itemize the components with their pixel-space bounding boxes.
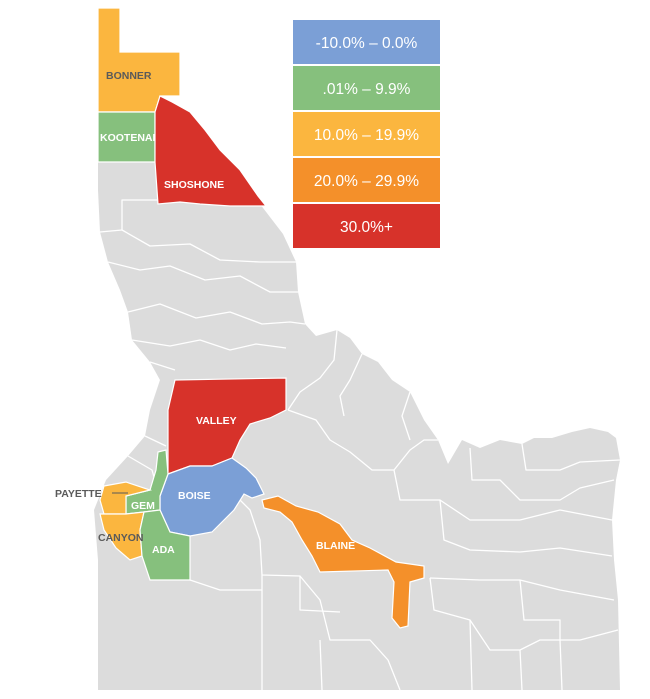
- legend-swatch-4: [293, 204, 440, 248]
- legend-label-2: 10.0% – 19.9%: [314, 127, 419, 144]
- legend-swatch-0: [293, 20, 440, 64]
- legend-label-1: .01% – 9.9%: [323, 81, 411, 98]
- county-label-boise: BOISE: [178, 490, 211, 502]
- county-shoshone[interactable]: [154, 95, 268, 207]
- county-labels: BONNER KOOTENAI SHOSHONE VALLEY BOISE GE…: [55, 70, 355, 556]
- county-blaine[interactable]: [261, 495, 425, 629]
- county-label-shoshone: SHOSHONE: [164, 179, 224, 191]
- legend-label-0: -10.0% – 0.0%: [316, 35, 418, 52]
- county-label-blaine: BLAINE: [316, 540, 355, 552]
- county-payette[interactable]: [99, 481, 153, 515]
- highlighted-counties: [97, 7, 425, 629]
- county-label-kootenai: KOOTENAI: [100, 132, 156, 144]
- legend: -10.0% – 0.0% .01% – 9.9% 10.0% – 19.9% …: [291, 18, 442, 250]
- county-label-bonner: BONNER: [106, 70, 152, 82]
- legend-label-3: 20.0% – 29.9%: [314, 173, 419, 190]
- legend-label-4: 30.0%+: [340, 219, 393, 236]
- legend-swatch-1: [293, 66, 440, 110]
- county-ada[interactable]: [139, 509, 191, 581]
- county-label-canyon: CANYON: [98, 532, 144, 544]
- legend-swatch-3: [293, 158, 440, 202]
- county-label-ada: ADA: [152, 544, 175, 556]
- county-label-gem: GEM: [131, 500, 155, 512]
- county-label-payette: PAYETTE: [55, 488, 102, 500]
- county-bonner[interactable]: [97, 7, 181, 113]
- county-label-valley: VALLEY: [196, 415, 237, 427]
- legend-swatch-2: [293, 112, 440, 156]
